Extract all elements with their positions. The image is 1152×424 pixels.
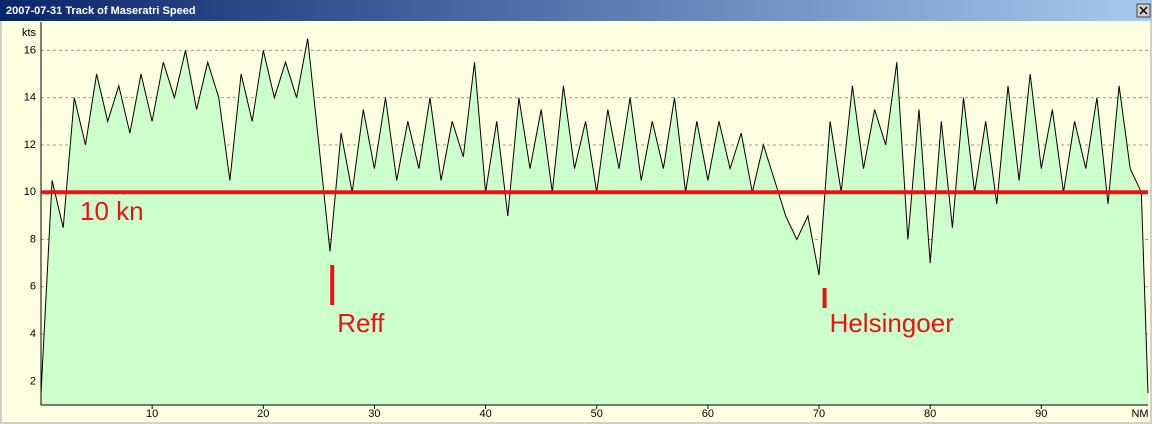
y-tick-label: 2 xyxy=(30,375,36,387)
x-tick-label: 40 xyxy=(479,408,491,420)
area-fill xyxy=(41,38,1148,405)
y-tick-label: 14 xyxy=(24,92,36,104)
window-title: 2007-07-31 Track of Maseratri Speed xyxy=(6,5,196,17)
y-tick-label: 8 xyxy=(30,233,36,245)
close-button[interactable] xyxy=(1136,3,1151,18)
x-tick-label: 70 xyxy=(813,408,825,420)
x-tick-label: 80 xyxy=(924,408,936,420)
x-tick-label: 60 xyxy=(702,408,714,420)
x-tick-label: 10 xyxy=(146,408,158,420)
x-tick-label: 50 xyxy=(591,408,603,420)
x-tick-label: 90 xyxy=(1035,408,1047,420)
title-bar xyxy=(0,0,1152,21)
y-tick-label: 4 xyxy=(30,328,36,340)
y-tick-label: 6 xyxy=(30,281,36,293)
y-tick-label: 10 xyxy=(24,186,36,198)
y-tick-label: 12 xyxy=(24,139,36,151)
x-tick-label: 20 xyxy=(257,408,269,420)
reference-label: 10 kn xyxy=(80,196,144,226)
annotation-label: Reff xyxy=(337,308,385,338)
y-axis-label: kts xyxy=(22,27,37,39)
x-tick-label: 30 xyxy=(368,408,380,420)
y-tick-label: 16 xyxy=(24,44,36,56)
x-axis-label: NM xyxy=(1131,408,1148,420)
annotation-label: Helsingoer xyxy=(830,308,955,338)
